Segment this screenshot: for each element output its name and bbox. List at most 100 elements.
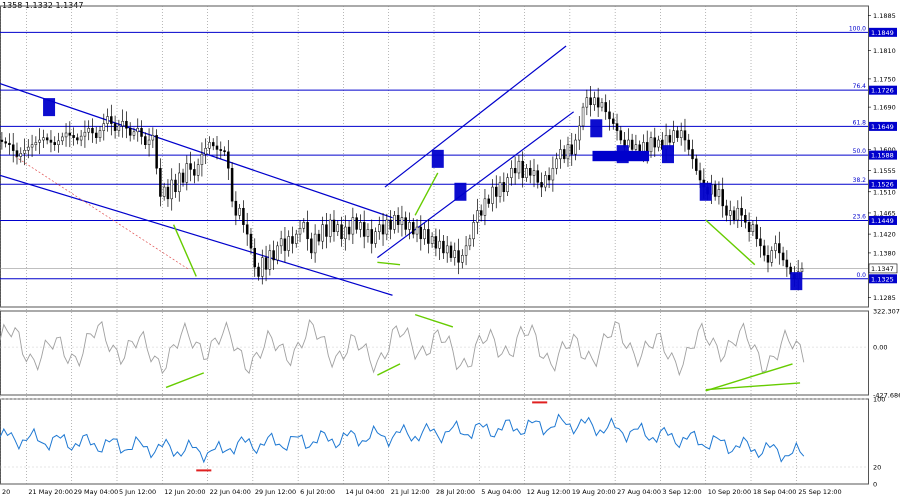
candle-body: [344, 226, 347, 240]
candle-body: [98, 130, 102, 138]
candle-body: [491, 186, 494, 204]
y-tick-label: 1.1420: [873, 231, 896, 239]
candle-body: [679, 130, 683, 138]
fib-pct-label: 38.2: [853, 177, 867, 184]
candle-body: [438, 240, 441, 249]
candle-body: [19, 153, 23, 157]
candle-body: [196, 164, 200, 176]
candle-body: [385, 219, 389, 235]
candle-body: [238, 207, 241, 216]
candle-body: [544, 175, 547, 188]
fib-price-box: [869, 150, 897, 160]
candle-body: [45, 137, 49, 141]
candle-body: [328, 219, 332, 237]
candle-body: [249, 233, 253, 249]
candle-body: [283, 238, 287, 251]
candle-body: [657, 139, 660, 148]
candle-body: [162, 186, 166, 197]
candle-body: [355, 217, 358, 230]
candle-body: [302, 222, 306, 229]
candle-body: [676, 130, 679, 138]
cci-line: [0, 318, 805, 377]
candle-body: [68, 132, 72, 136]
candle-body: [340, 224, 343, 240]
candle-body: [117, 125, 121, 131]
highlight-zone: [592, 150, 650, 162]
candle-body: [4, 141, 7, 144]
fib-price-box: [869, 274, 897, 284]
candle-body: [713, 184, 717, 197]
candle-body: [389, 219, 392, 230]
x-tick-label: 29 May 04:00: [74, 488, 119, 496]
candle-body: [721, 189, 724, 207]
candle-body: [321, 224, 324, 242]
candle-body: [174, 179, 177, 193]
candle-body: [755, 224, 758, 240]
down-channel-lower-line: [0, 174, 393, 296]
y-tick-label: 1.1690: [873, 104, 896, 112]
candle-body: [245, 224, 249, 235]
candle-body: [585, 97, 589, 108]
candle-body: [800, 268, 804, 272]
candle-body: [532, 170, 536, 176]
candle-body: [396, 215, 400, 225]
rsi-tick-label: 0: [873, 481, 877, 489]
candle-body: [479, 210, 483, 216]
candle-body: [695, 158, 698, 171]
candle-body: [672, 130, 675, 143]
x-tick-label: 19 Aug 20:00: [572, 488, 616, 496]
candle-body: [581, 106, 585, 127]
candle-body: [23, 149, 26, 154]
candle-body: [370, 229, 373, 244]
candle-body: [521, 160, 524, 178]
highlight-box: [590, 119, 603, 138]
candle-body: [351, 217, 355, 235]
fib-price-label: 1.1449: [871, 217, 894, 225]
y-tick-label: 1.1600: [873, 146, 896, 154]
y-tick-label: 1.1465: [873, 209, 896, 217]
candle-body: [408, 222, 411, 230]
candle-body: [204, 148, 207, 155]
rsi-line: [0, 413, 805, 464]
candle-body: [336, 224, 340, 232]
fib-price-box: [869, 179, 897, 189]
candle-body: [461, 255, 464, 263]
candle-body: [415, 226, 419, 235]
candle-body: [83, 131, 87, 137]
candle-body: [596, 97, 600, 108]
candle-body: [219, 149, 223, 151]
candle-body: [717, 189, 721, 197]
candle-body: [427, 229, 430, 244]
candle-body: [53, 142, 56, 145]
cci-tick-label: 0.00: [873, 344, 887, 352]
y-tick-label: 1.1750: [873, 75, 896, 83]
candle-body: [555, 158, 558, 169]
cci-divergence-line: [165, 372, 205, 389]
highlight-box: [699, 182, 712, 201]
candle-body: [653, 137, 657, 148]
candle-body: [457, 250, 460, 263]
candle-body: [691, 149, 694, 160]
candle-body: [778, 243, 781, 254]
candle-body: [362, 222, 366, 237]
candle-body: [230, 168, 234, 202]
x-tick-label: 25 Sep 12:00: [798, 488, 841, 496]
y-tick-label: 1.1380: [873, 249, 896, 257]
candle-body: [759, 238, 762, 247]
candle-body: [106, 116, 109, 124]
x-tick-label: 10 Sep 20:00: [708, 488, 751, 496]
candle-body: [770, 250, 774, 263]
cci-panel-frame: [0, 310, 869, 396]
candle-body: [287, 236, 290, 251]
candle-body: [476, 210, 479, 223]
candle-body: [223, 150, 226, 153]
x-tick-label: 27 Aug 04:00: [617, 488, 661, 496]
candle-body: [132, 131, 136, 136]
candle-body: [400, 217, 404, 225]
candle-body: [366, 229, 370, 237]
candle-body: [729, 210, 732, 216]
candle-body: [487, 198, 490, 204]
candle-body: [147, 139, 151, 145]
candle-body: [612, 118, 615, 124]
current-price-label: 1.1347: [871, 265, 894, 273]
